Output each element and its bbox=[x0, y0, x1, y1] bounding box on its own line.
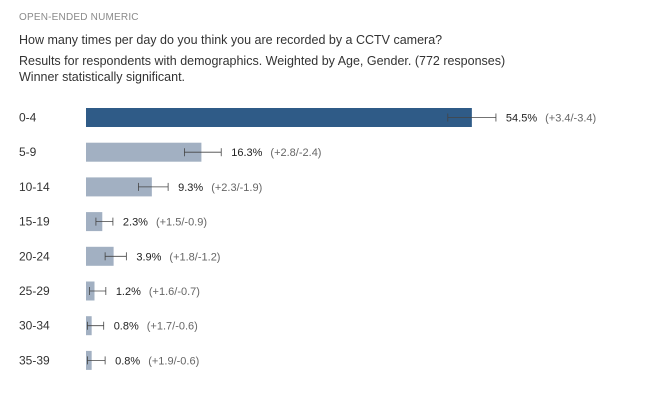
value-label: 1.2% bbox=[116, 286, 141, 298]
category-label: 10-14 bbox=[19, 180, 50, 194]
value-label: 16.3% bbox=[231, 147, 262, 159]
bar bbox=[86, 177, 152, 197]
bar bbox=[86, 212, 103, 232]
category-label: 20-24 bbox=[19, 249, 50, 263]
category-label: 0-4 bbox=[19, 111, 37, 125]
value-label: 0.8% bbox=[114, 321, 139, 333]
ci-label: (+2.3/-1.9) bbox=[211, 182, 262, 194]
ci-label: (+2.8/-2.4) bbox=[270, 147, 321, 159]
value-label: 2.3% bbox=[123, 217, 148, 229]
ci-label: (+1.6/-0.7) bbox=[149, 286, 200, 298]
question-type-label: OPEN-ENDED NUMERIC bbox=[19, 12, 139, 23]
question-text: How many times per day do you think you … bbox=[19, 33, 443, 47]
category-label: 35-39 bbox=[19, 353, 50, 367]
ci-label: (+1.7/-0.6) bbox=[147, 321, 198, 333]
bar bbox=[86, 142, 202, 162]
category-label: 30-34 bbox=[19, 319, 50, 333]
value-label: 3.9% bbox=[136, 251, 161, 263]
value-label: 54.5% bbox=[506, 113, 537, 125]
category-label: 25-29 bbox=[19, 284, 50, 298]
bar bbox=[86, 108, 472, 127]
ci-label: (+1.5/-0.9) bbox=[156, 217, 207, 229]
value-label: 0.8% bbox=[115, 355, 140, 367]
ci-label: (+3.4/-3.4) bbox=[545, 113, 596, 125]
category-label: 15-19 bbox=[19, 215, 50, 229]
ci-label: (+1.8/-1.2) bbox=[169, 251, 220, 263]
results-note: Results for respondents with demographic… bbox=[19, 54, 506, 68]
ci-label: (+1.9/-0.6) bbox=[148, 355, 199, 367]
bar bbox=[86, 246, 114, 266]
value-label: 9.3% bbox=[178, 182, 203, 194]
significance-note: Winner statistically significant. bbox=[19, 70, 186, 84]
category-label: 5-9 bbox=[19, 145, 37, 159]
